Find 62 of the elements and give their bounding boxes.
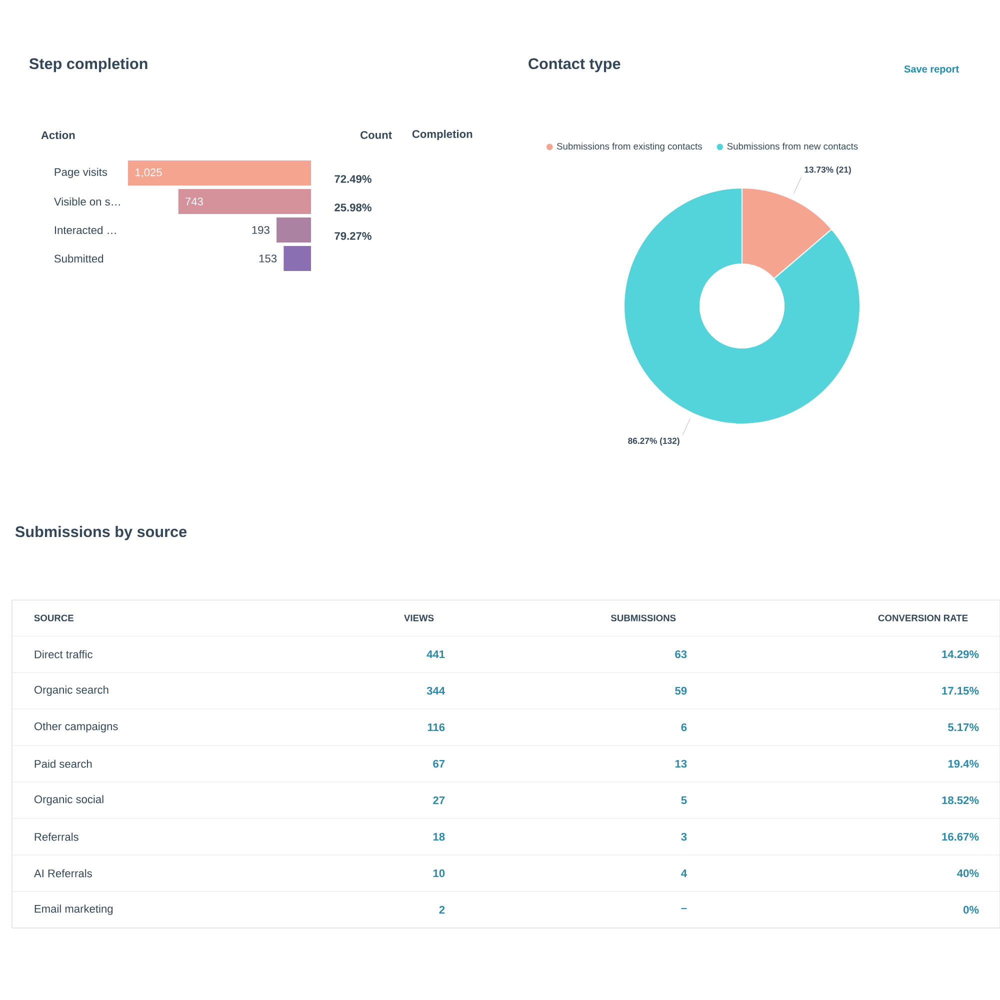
text: Completion [412, 130, 472, 140]
y-tick-label: Visible on s… [54, 197, 120, 206]
text: 72.49% [334, 175, 372, 183]
category-label: Referrals [34, 832, 78, 841]
text: 14.29% [942, 650, 979, 658]
data-label: 86.27% (132) [628, 438, 680, 446]
text: 344 [426, 686, 445, 695]
text: 16.67% [942, 832, 979, 841]
category-label: Other campaigns [34, 722, 118, 732]
text: – [681, 908, 687, 910]
bar [276, 217, 311, 242]
data-label: 153 [259, 254, 277, 262]
data-label: 743 [186, 198, 203, 206]
text: 0% [964, 906, 979, 914]
text: Submissions by source [15, 526, 187, 540]
y-tick-label: Page visits [54, 168, 108, 178]
text: SOURCE [34, 614, 74, 622]
text: 25.98% [334, 204, 372, 212]
category-label: AI Referrals [34, 869, 92, 878]
text: 40% [957, 869, 979, 878]
text: 5 [681, 796, 687, 804]
text: 10 [433, 869, 445, 878]
bar [284, 246, 311, 271]
y-tick-label: Submitted [54, 254, 104, 263]
text: 5.17% [948, 723, 979, 732]
text: 18 [433, 832, 445, 841]
legend-label: Submissions from new contacts [727, 142, 858, 150]
text: 17.15% [942, 686, 979, 695]
text: 27 [433, 796, 445, 804]
text: 79.27% [334, 232, 372, 240]
category-label: Organic search [34, 686, 108, 696]
data-label: 1,025 [135, 168, 162, 178]
text: 2 [439, 906, 445, 914]
text: Action [41, 130, 75, 140]
category-label: Email marketing [34, 904, 113, 915]
category-label: CONVERSION RATE [878, 614, 968, 622]
text: 63 [675, 650, 687, 658]
text: 18.52% [942, 796, 979, 804]
category-label: Paid search [34, 760, 92, 768]
category-label: Organic social [34, 795, 104, 806]
legend-label: Submissions from existing contacts [556, 142, 702, 152]
text: 3 [681, 832, 687, 841]
chart-title: Step completion [29, 58, 148, 72]
text: 441 [426, 650, 445, 658]
data-label: 193 [252, 226, 270, 234]
text: 6 [681, 723, 687, 732]
text: Save report [904, 65, 959, 75]
text: 19.4% [948, 760, 979, 768]
text: 67 [433, 760, 445, 768]
text: Count [360, 131, 392, 139]
category-label: Direct traffic [34, 650, 92, 658]
bar [178, 188, 311, 214]
bar [128, 160, 311, 186]
text: 116 [428, 723, 445, 732]
text: 4 [681, 869, 687, 878]
category-label: VIEWS [404, 614, 434, 622]
text: 59 [675, 686, 687, 695]
y-tick-label: Interacted … [54, 226, 116, 234]
category-label: SUBMISSIONS [610, 614, 676, 622]
data-label: 13.73% (21) [804, 166, 851, 174]
text: 13 [675, 760, 687, 768]
chart-title: Contact type [528, 58, 620, 72]
